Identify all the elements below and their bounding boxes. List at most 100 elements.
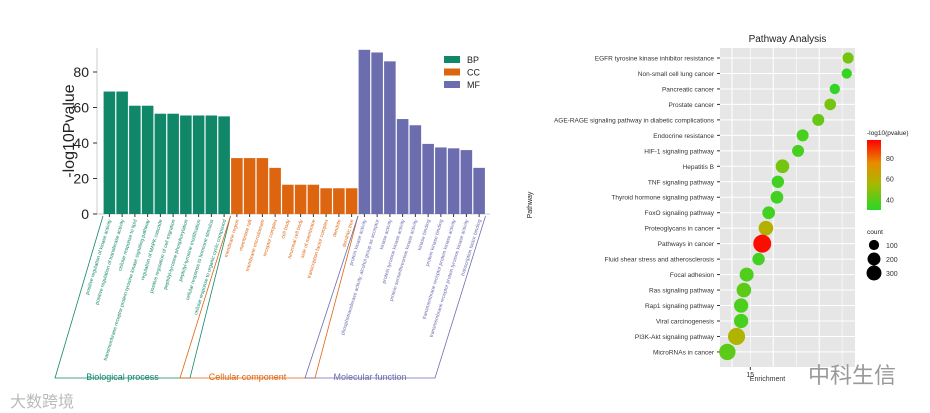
bar-MF (409, 125, 422, 214)
bar-MF (358, 49, 371, 214)
bar-CC (243, 158, 256, 214)
pathway-label: Prostate cancer (668, 102, 714, 109)
group-bracket-BP (54, 215, 231, 379)
color-legend-tick: 80 (886, 156, 894, 163)
color-legend-tick: 60 (886, 177, 894, 184)
group-bracket-MF (304, 215, 486, 379)
pathway-label: Proteoglycans in cancer (645, 226, 715, 233)
pathway-label: Pathways in cancer (658, 241, 715, 248)
chart-title: Pathway Analysis (749, 34, 827, 45)
pathway-label: FoxO signaling pathway (645, 210, 715, 217)
data-point (736, 282, 752, 298)
group-label-BP: Biological process (86, 372, 159, 382)
x-tick-label: dendrite (332, 219, 343, 238)
data-point (753, 234, 772, 253)
legend-swatch-CC (444, 68, 460, 76)
bar-CC (345, 188, 358, 214)
bar-CC (269, 167, 281, 214)
color-legend-bar (867, 140, 881, 210)
y-tick-label: 60 (73, 100, 89, 116)
bar-BP (192, 115, 205, 214)
pathway-label: Thyroid hormone signaling pathway (611, 195, 714, 202)
data-point (727, 327, 746, 346)
bar-MF (371, 52, 383, 214)
data-point (752, 252, 765, 266)
bar-MF (396, 119, 409, 214)
plot-panel (720, 48, 855, 367)
bar-BP (205, 115, 218, 214)
watermark-left: 大数跨境 (10, 392, 75, 411)
pathway-label: Endocrine resistance (653, 133, 714, 140)
pathway-label: Rap1 signaling pathway (645, 303, 715, 310)
data-point (762, 206, 776, 220)
bar-BP (154, 113, 167, 214)
data-point (733, 313, 749, 329)
bar-MF (384, 61, 396, 214)
bar-CC (294, 184, 307, 214)
pathway-label: HIF-1 signaling pathway (644, 148, 714, 155)
y-tick-label: 80 (73, 64, 89, 80)
pathway-label: AGE-RAGE signaling pathway in diabetic c… (554, 117, 715, 124)
size-legend-label: 100 (886, 243, 898, 250)
legend-swatch-BP (444, 56, 460, 63)
bar-BP (167, 113, 179, 214)
legend-label-BP: BP (467, 55, 479, 65)
data-point (842, 52, 854, 64)
x-axis-label: Enrichment (750, 376, 785, 383)
pathway-label: MicroRNAs in cancer (653, 349, 715, 356)
bar-BP (218, 116, 230, 214)
bar-BP (116, 91, 128, 214)
y-tick-label: 20 (73, 171, 89, 187)
pathway-label: Ras signaling pathway (649, 288, 715, 295)
watermark-right: 中科生信 (808, 364, 897, 389)
bar-MF (422, 143, 434, 214)
pathway-label: Hepatitis B (683, 164, 714, 171)
data-point (824, 98, 837, 111)
bar-CC (231, 158, 243, 214)
bar-CC (282, 184, 294, 214)
bar-CC (333, 188, 345, 214)
size-legend-title: count (867, 229, 883, 236)
bar-MF (473, 167, 485, 214)
size-legend-label: 300 (886, 271, 898, 278)
data-point (775, 159, 790, 174)
pathway-label: Non-small cell lung cancer (638, 71, 715, 78)
data-point (841, 68, 852, 79)
bar-MF (460, 150, 473, 214)
pathway-label: TNF signaling pathway (648, 179, 715, 186)
pathway-label: Focal adhesion (670, 272, 714, 279)
pathway-label: Pancreatic cancer (662, 86, 715, 93)
y-tick-label: 40 (73, 135, 89, 151)
legend-label-MF: MF (467, 80, 480, 90)
x-tick-label: 15 (746, 372, 754, 379)
data-point (719, 343, 736, 361)
size-legend-label: 200 (886, 257, 898, 264)
data-point (792, 144, 805, 157)
size-legend-dot (867, 252, 881, 266)
bar-BP (141, 105, 154, 214)
color-legend-title: -log10(pvalue) (867, 130, 909, 137)
pathway-label: Fluid shear stress and atherosclerosis (605, 257, 715, 264)
bar-BP (129, 105, 141, 214)
data-point (829, 83, 840, 95)
bar-BP (103, 91, 116, 214)
data-point (771, 175, 785, 188)
data-point (770, 190, 784, 204)
data-point (796, 129, 809, 142)
size-legend-dot (868, 239, 880, 251)
pathway-label: PI3K-Akt signaling pathway (635, 334, 715, 341)
bar-BP (180, 115, 192, 214)
group-bracket-CC (179, 215, 359, 379)
bar-CC (320, 188, 332, 214)
legend-swatch-MF (444, 81, 460, 88)
group-label-MF: Molecular function (333, 372, 406, 382)
y-axis-label: -log10Pvalue (61, 84, 78, 178)
data-point (812, 113, 825, 126)
data-point (739, 267, 754, 282)
size-legend-dot (866, 265, 882, 281)
data-point (758, 220, 774, 236)
pathway-label: Viral carcinogenesis (656, 318, 715, 325)
bar-MF (435, 147, 447, 214)
group-label-CC: Cellular component (209, 372, 287, 382)
